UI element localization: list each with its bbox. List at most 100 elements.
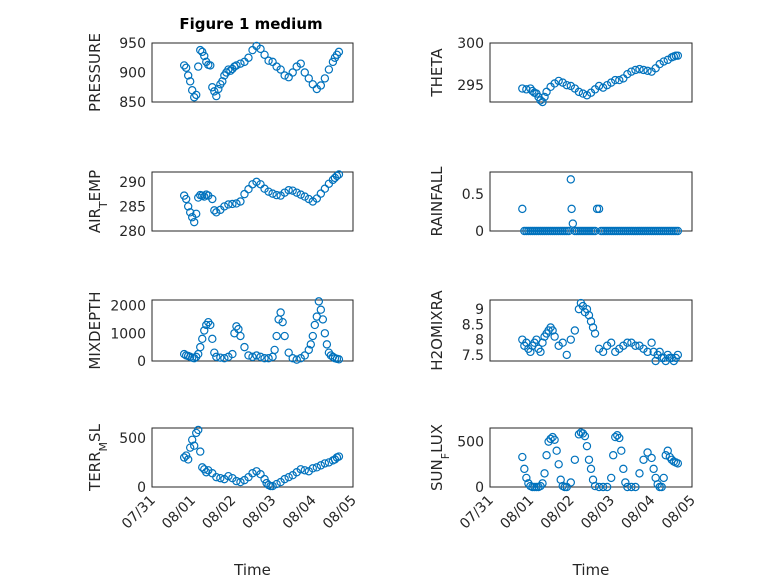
- data-point: [594, 204, 604, 214]
- data-point: [198, 334, 207, 344]
- data-point: [272, 479, 281, 489]
- data-point: [318, 315, 328, 324]
- data-point: [183, 202, 193, 211]
- data-point: [196, 45, 205, 55]
- data-point: [611, 75, 620, 85]
- data-point: [260, 50, 269, 60]
- data-point: [639, 65, 648, 75]
- data-point: [659, 473, 668, 483]
- y-axis-label: RAINFALL: [428, 166, 446, 237]
- data-point: [280, 331, 289, 341]
- data-point: [300, 68, 309, 77]
- y-axis-label: PRESSURE: [86, 33, 104, 112]
- data-point: [270, 345, 279, 355]
- data-point: [185, 443, 195, 452]
- data-point: [314, 297, 324, 306]
- data-point: [643, 66, 652, 76]
- data-point: [190, 217, 199, 227]
- data-point: [594, 81, 604, 91]
- data-point: [183, 455, 193, 464]
- data-point: [278, 317, 287, 327]
- data-point: [220, 202, 229, 211]
- data-point: [554, 76, 563, 86]
- x-axis-label: Time: [233, 561, 271, 579]
- data-point: [256, 44, 265, 54]
- data-point: [322, 340, 332, 349]
- data-point: [566, 175, 576, 184]
- y-axis-label: MIXDEPTH: [86, 291, 104, 369]
- data-point: [264, 187, 273, 196]
- data-point: [598, 347, 608, 357]
- data-point: [181, 451, 191, 460]
- subplot-3: 280 285 290 AIRTEMP: [86, 170, 354, 240]
- data-point: [550, 435, 559, 444]
- data-point: [574, 87, 584, 97]
- data-point: [306, 340, 315, 349]
- data-point: [228, 349, 237, 359]
- y-tick-label: 285: [119, 199, 146, 215]
- data-point: [296, 465, 305, 474]
- data-point: [264, 56, 273, 65]
- data-point: [558, 338, 567, 347]
- data-point: [208, 194, 217, 204]
- data-point: [236, 331, 245, 341]
- data-point: [617, 446, 626, 455]
- y-tick-label: 500: [457, 435, 484, 451]
- data-point: [520, 464, 529, 474]
- data-point: [570, 326, 580, 335]
- y-tick-label: 900: [119, 66, 146, 82]
- data-point: [300, 466, 309, 475]
- data-point: [198, 47, 207, 57]
- data-point: [212, 472, 221, 482]
- data-point: [228, 199, 237, 209]
- data-point: [542, 451, 551, 460]
- data-point: [216, 353, 225, 362]
- data-point: [320, 74, 330, 83]
- data-point: [210, 348, 219, 357]
- data-point: [308, 331, 317, 341]
- data-point: [244, 53, 253, 62]
- data-point: [598, 482, 608, 492]
- x-tick-label: 07/31: [457, 493, 497, 533]
- y-tick-label: 0: [475, 224, 484, 240]
- data-point: [320, 459, 330, 468]
- y-tick-label: 9: [475, 302, 484, 318]
- data-point: [627, 67, 636, 76]
- data-point: [570, 455, 580, 464]
- x-tick-label: 08/03: [578, 493, 618, 533]
- data-point: [288, 186, 297, 195]
- data-point: [615, 75, 624, 85]
- data-point: [256, 352, 265, 362]
- data-point: [619, 464, 628, 474]
- data-point: [264, 354, 273, 363]
- data-point: [538, 97, 547, 107]
- y-axis-label: THETA: [428, 48, 446, 98]
- data-point: [316, 81, 326, 90]
- data-point: [232, 61, 241, 70]
- data-point: [334, 47, 344, 57]
- data-point: [284, 472, 293, 482]
- data-point: [210, 87, 219, 96]
- data-point: [224, 200, 233, 209]
- data-point: [316, 305, 326, 314]
- y-tick-label: 0: [137, 480, 146, 496]
- data-point: [536, 347, 545, 357]
- data-point: [214, 84, 223, 94]
- data-point: [562, 350, 571, 360]
- data-point: [200, 192, 209, 201]
- data-point: [232, 476, 241, 486]
- data-point: [296, 190, 305, 199]
- data-point: [308, 464, 317, 473]
- data-point: [328, 57, 338, 67]
- data-point: [522, 85, 531, 94]
- y-tick-label: 950: [119, 36, 146, 52]
- data-point: [518, 84, 527, 93]
- data-point: [332, 171, 342, 181]
- data-point: [673, 459, 683, 468]
- data-point: [236, 59, 245, 68]
- y-tick-label: 8: [475, 333, 484, 349]
- y-axis-label: H2OMIXRA: [428, 290, 446, 371]
- data-point: [621, 478, 630, 487]
- data-point: [296, 59, 305, 68]
- data-point: [649, 464, 658, 474]
